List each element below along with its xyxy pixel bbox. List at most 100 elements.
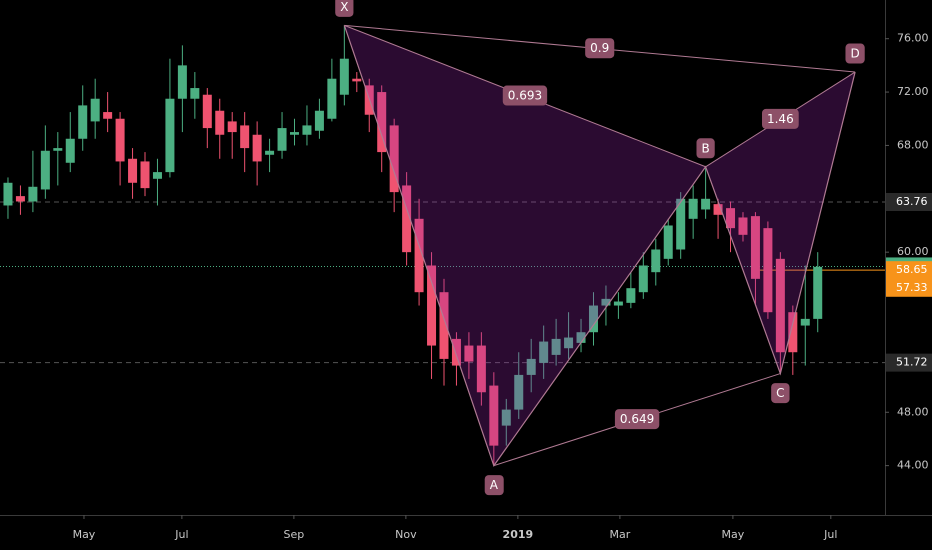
y-tick-label: 60.00 (897, 245, 929, 258)
y-tick-label: 44.00 (897, 459, 929, 472)
candle-body (277, 128, 287, 151)
price-tag: 63.76 (896, 195, 928, 208)
candle-body (763, 228, 773, 313)
ratio-label-box (614, 409, 660, 430)
ratio-label-box (585, 38, 615, 59)
candle-body (514, 374, 524, 410)
pattern-point-label: D (850, 47, 859, 61)
candle-body (352, 78, 362, 82)
candle-body (377, 92, 387, 153)
candle-body (240, 125, 250, 149)
candle-body (90, 98, 100, 122)
candle-body (177, 65, 187, 99)
candle-body (539, 341, 549, 363)
candle-body (265, 150, 275, 155)
pattern-point-box (335, 0, 354, 17)
candle-body (227, 121, 237, 133)
candle-body (788, 312, 798, 353)
candle-body (800, 318, 810, 326)
candle-body (713, 204, 723, 215)
pattern-area (705, 72, 856, 374)
x-tick-label: Jul (174, 528, 188, 541)
price-tag: 51.72 (896, 356, 928, 369)
candle-body (302, 125, 312, 135)
candle-body (339, 58, 349, 95)
candle-body (638, 265, 648, 293)
candle-body (65, 138, 75, 163)
candle-body (501, 409, 511, 426)
candle-body (290, 132, 300, 135)
pattern-point-box (484, 475, 504, 496)
pattern-line (343, 25, 856, 467)
candle-body (3, 182, 13, 206)
candle-body (551, 338, 561, 355)
candle-body (576, 332, 586, 343)
candle-body (564, 337, 574, 349)
candle-body (215, 110, 225, 135)
candle-body (28, 186, 38, 202)
candle-body (663, 225, 673, 259)
candle-body (15, 196, 25, 202)
candle-body (476, 345, 486, 393)
candle-body (526, 358, 536, 375)
candle-body (726, 208, 736, 229)
ratio-label-box (502, 85, 548, 106)
candle-body (389, 125, 399, 193)
candle-body (613, 301, 623, 306)
candle-body (688, 198, 698, 219)
candle-body (750, 216, 760, 279)
candle-body (78, 105, 88, 139)
x-tick-label: Jul (823, 528, 837, 541)
candle-body (115, 118, 125, 162)
candle-body (451, 338, 461, 366)
x-tick-label: May (722, 528, 745, 541)
candle-body (701, 198, 711, 210)
x-tick-label: 2019 (503, 528, 534, 541)
candle-body (40, 150, 50, 190)
x-tick-label: Mar (610, 528, 631, 541)
x-tick-label: Sep (284, 528, 305, 541)
candle-body (327, 78, 337, 119)
candle-body (165, 98, 175, 173)
candle-body (775, 258, 785, 353)
candle-body (140, 161, 150, 189)
candle-body (414, 218, 424, 293)
candle-body (651, 249, 661, 273)
ratio-label: 1.46 (767, 112, 794, 126)
price-tag: 57.33 (896, 281, 928, 294)
price-tag-box (886, 278, 932, 297)
candle-body (464, 345, 474, 362)
x-tick-label: May (73, 528, 96, 541)
pattern-point-box (696, 138, 715, 159)
candle-body (601, 298, 611, 306)
price-tag-box (886, 192, 932, 211)
price-tag-box (886, 353, 932, 372)
pattern-point-box (845, 43, 865, 64)
pattern-point-box (771, 383, 790, 404)
pattern-point-label: X (340, 0, 348, 14)
price-tag-box (886, 261, 932, 280)
pattern-area (344, 25, 706, 466)
y-tick-label: 72.00 (897, 85, 929, 98)
ratio-label-box (761, 108, 799, 129)
ratio-label: 0.9 (590, 41, 609, 55)
candle-body (738, 217, 748, 235)
candle-body (53, 148, 63, 151)
candle-body (489, 385, 499, 446)
candle-body (626, 288, 636, 303)
pattern-point-label: B (701, 141, 709, 155)
candle-body (103, 112, 113, 119)
candle-body (128, 158, 138, 183)
y-tick-label: 48.00 (897, 405, 929, 418)
y-tick-label: 68.00 (897, 138, 929, 151)
candle-body (439, 292, 449, 359)
candle-body (427, 265, 437, 346)
candle-body (252, 134, 262, 162)
candle-body (314, 110, 324, 131)
candle-body (190, 88, 200, 99)
candle-body (813, 266, 823, 319)
y-tick-label: 76.00 (897, 32, 929, 45)
pattern-point-label: A (490, 478, 499, 492)
